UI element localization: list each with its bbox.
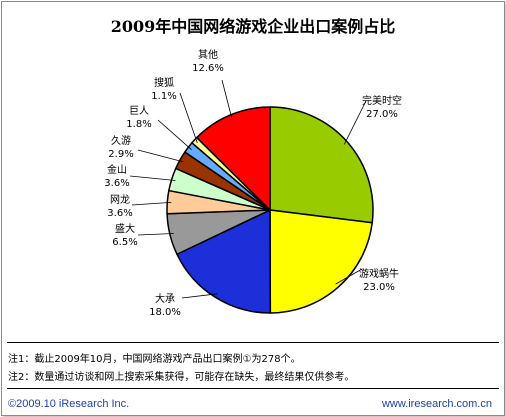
notes-top-divider [7, 342, 499, 343]
leader-line-4 [131, 202, 172, 206]
slice-label-9: 其他 [198, 48, 218, 61]
slice-value-9: 12.6% [192, 63, 224, 74]
slice-label-6: 久游 [111, 134, 131, 147]
slice-value-8: 1.1% [151, 91, 176, 102]
leader-line-3 [137, 233, 174, 236]
pie-slice-9 [196, 106, 271, 211]
slice-value-3: 6.5% [112, 237, 137, 248]
slice-label-7: 巨人 [129, 105, 149, 117]
leader-line-9 [221, 79, 233, 119]
slice-value-0: 27.0% [366, 109, 398, 120]
slice-value-6: 2.9% [108, 149, 133, 160]
slice-label-1: 游戏蜗牛 [359, 267, 399, 280]
pie-chart: 完美时空 27.0% 游戏蜗牛 23.0% 大承 18.0% 盛大 6.5% 网龙 3.6% 金山 3… [104, 48, 402, 318]
leader-line-8 [179, 92, 198, 144]
website-link[interactable]: www.iresearch.com.cn [381, 398, 492, 410]
pie-slice-1 [269, 209, 373, 314]
pie-slice-0 [269, 106, 374, 224]
leader-line-0 [343, 100, 367, 145]
leader-line-1 [335, 268, 363, 285]
leader-line-2 [181, 293, 218, 299]
slice-label-5: 金山 [107, 163, 127, 176]
slice-value-7: 1.8% [126, 119, 151, 130]
slice-label-4: 网龙 [110, 193, 130, 206]
leader-line-7 [157, 119, 192, 150]
pie-slice-2 [176, 209, 272, 314]
copyright-text: ©2009.10 iResearch Inc. [8, 398, 130, 410]
slice-label-0: 完美时空 [362, 94, 402, 107]
slice-value-5: 3.6% [104, 178, 129, 189]
slice-value-4: 3.6% [107, 208, 132, 219]
slice-value-2: 18.0% [149, 307, 181, 318]
notes-bottom-divider [7, 388, 499, 389]
slice-label-3: 盛大 [115, 222, 135, 235]
note-2: 注2：数量通过访谈和网上搜索采集获得，可能存在缺失，最终结果仅供参考。 [8, 372, 355, 383]
leader-line-6 [137, 149, 184, 163]
slice-label-8: 搜狐 [154, 76, 174, 89]
note-1: 注1：截止2009年10月，中国网络游戏产品出口案例①为278个。 [8, 354, 301, 365]
slice-value-1: 23.0% [363, 282, 395, 293]
leader-line-5 [129, 175, 176, 181]
chart-title: 2009年中国网络游戏企业出口案例占比 [110, 17, 396, 36]
slice-label-2: 大承 [155, 292, 175, 305]
